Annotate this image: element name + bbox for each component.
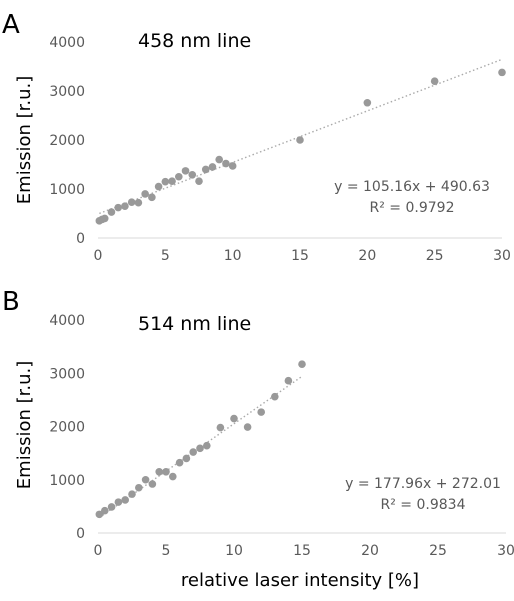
panel-b-equation: y = 177.96x + 272.01 (345, 476, 501, 492)
panel-a-data-point (228, 162, 237, 170)
panel-a-x-tick-label: 20 (358, 248, 376, 264)
panel-a-x-tick-label: 25 (426, 248, 444, 264)
panel-a-x-tick-label: 10 (224, 248, 242, 264)
panel-b: B 514 nm line Emission [r.u.] 0 1000 2000 3… (2, 287, 514, 591)
panel-a-data-point (498, 68, 506, 77)
panel-b-data-point (284, 376, 293, 385)
panel-a-data-point (154, 182, 163, 191)
panel-a-data-point (148, 193, 156, 202)
panel-b-data-point (169, 472, 177, 481)
panel-b-y-tick-label: 1000 (49, 473, 85, 489)
panel-b-data-point (148, 480, 157, 488)
panel-a-data-point (222, 159, 230, 168)
panel-a-y-axis-label: Emission [r.u.] (14, 76, 35, 204)
panel-b-x-tick-label: 15 (293, 543, 311, 559)
panel-a-data-point (141, 190, 149, 198)
panel-b-data-point (257, 408, 266, 416)
panel-a-data-point (134, 198, 143, 207)
panel-a-data-point (100, 214, 109, 223)
panel-a-equation: y = 105.16x + 490.63 (334, 179, 490, 195)
panel-a-data-point (201, 165, 210, 174)
panel-b-data-point (298, 360, 306, 368)
panel-b-data-point (182, 454, 191, 463)
panel-a-y-tick-label: 3000 (49, 84, 85, 100)
panel-b-data-point (216, 423, 225, 432)
panel-a-data-point (161, 177, 170, 186)
panel-b-y-tick-label: 3000 (49, 366, 85, 382)
panel-a-y-tick-label: 0 (76, 231, 85, 247)
panel-a-data-point (181, 167, 190, 175)
panel-b-x-tick-label: 10 (225, 543, 243, 559)
panel-b-data-point (196, 444, 204, 453)
panel-b-data-point (135, 483, 143, 492)
panel-a-y-tick-label: 1000 (49, 182, 85, 198)
panel-a-label: A (2, 10, 20, 40)
panel-b-data-point (175, 458, 184, 467)
panel-b-x-tick-label: 20 (361, 543, 379, 559)
panel-b-label: B (2, 287, 20, 317)
panel-b-data-point (203, 441, 211, 450)
panel-b-data-point (101, 506, 109, 515)
panel-a-data-point (188, 170, 197, 179)
panel-a-x-tick-label: 30 (493, 248, 511, 264)
panel-a-data-point (121, 202, 129, 210)
panel-b-data-point (121, 496, 129, 504)
panel-b-data-point (271, 392, 279, 401)
panel-a-data-point (175, 172, 183, 181)
panel-b-data-point (141, 475, 150, 484)
panel-a-y-tick-label: 2000 (49, 133, 85, 149)
panel-a-data-point (114, 203, 122, 212)
panel-b-x-tick-label: 0 (94, 543, 103, 559)
panel-b-data-point (243, 423, 252, 431)
panel-a-data-point (208, 163, 217, 171)
panel-b-data-point (162, 467, 170, 476)
panel-a-data-point (430, 77, 439, 85)
panel-a-data-point (127, 198, 136, 207)
panel-a-data-point (195, 177, 203, 185)
panel-b-data-point (107, 503, 116, 511)
panel-b-x-tick-label: 5 (162, 543, 171, 559)
panel-a-r-squared: R² = 0.9792 (370, 200, 455, 216)
panel-a-x-tick-label: 0 (94, 248, 103, 264)
panel-b-title: 514 nm line (138, 313, 251, 335)
panel-a-data-point (168, 177, 176, 185)
x-axis-label: relative laser intensity [%] (181, 570, 419, 591)
panel-a-title: 458 nm line (138, 30, 251, 52)
panel-b-r-squared: R² = 0.9834 (381, 497, 466, 513)
panel-b-x-tick-label: 25 (429, 543, 447, 559)
panel-b-data-point (189, 448, 197, 456)
panel-b-y-tick-label: 4000 (49, 313, 85, 329)
panel-a-y-tick-label: 4000 (49, 35, 85, 51)
panel-b-y-axis-label: Emission [r.u.] (14, 361, 35, 489)
panel-b-data-point (128, 490, 136, 498)
panel-b-data-point (95, 510, 104, 519)
panel-a-data-point (363, 98, 372, 107)
panel-a-x-tick-label: 15 (291, 248, 309, 264)
panel-b-y-tick-label: 0 (76, 526, 85, 542)
panel-a-x-tick-label: 5 (161, 248, 170, 264)
panel-a-data-point (107, 208, 116, 216)
panel-a-data-point (296, 136, 304, 144)
panel-b-x-tick-label: 30 (497, 543, 514, 559)
panel-a-axes: 0 1000 2000 3000 4000 0 5 10 15 20 25 30 (49, 35, 511, 264)
panel-a-data-point (215, 155, 223, 164)
panel-b-y-tick-label: 2000 (49, 420, 85, 436)
panel-b-data-point (114, 498, 123, 506)
panel-a: A 458 nm line Emission [r.u.] 0 1000 2000 3… (2, 10, 511, 264)
panel-b-data-point (230, 414, 238, 423)
panel-b-data-point (155, 467, 163, 476)
panel-b-axes: 0 1000 2000 3000 4000 0 5 10 15 20 25 30 (49, 313, 514, 559)
